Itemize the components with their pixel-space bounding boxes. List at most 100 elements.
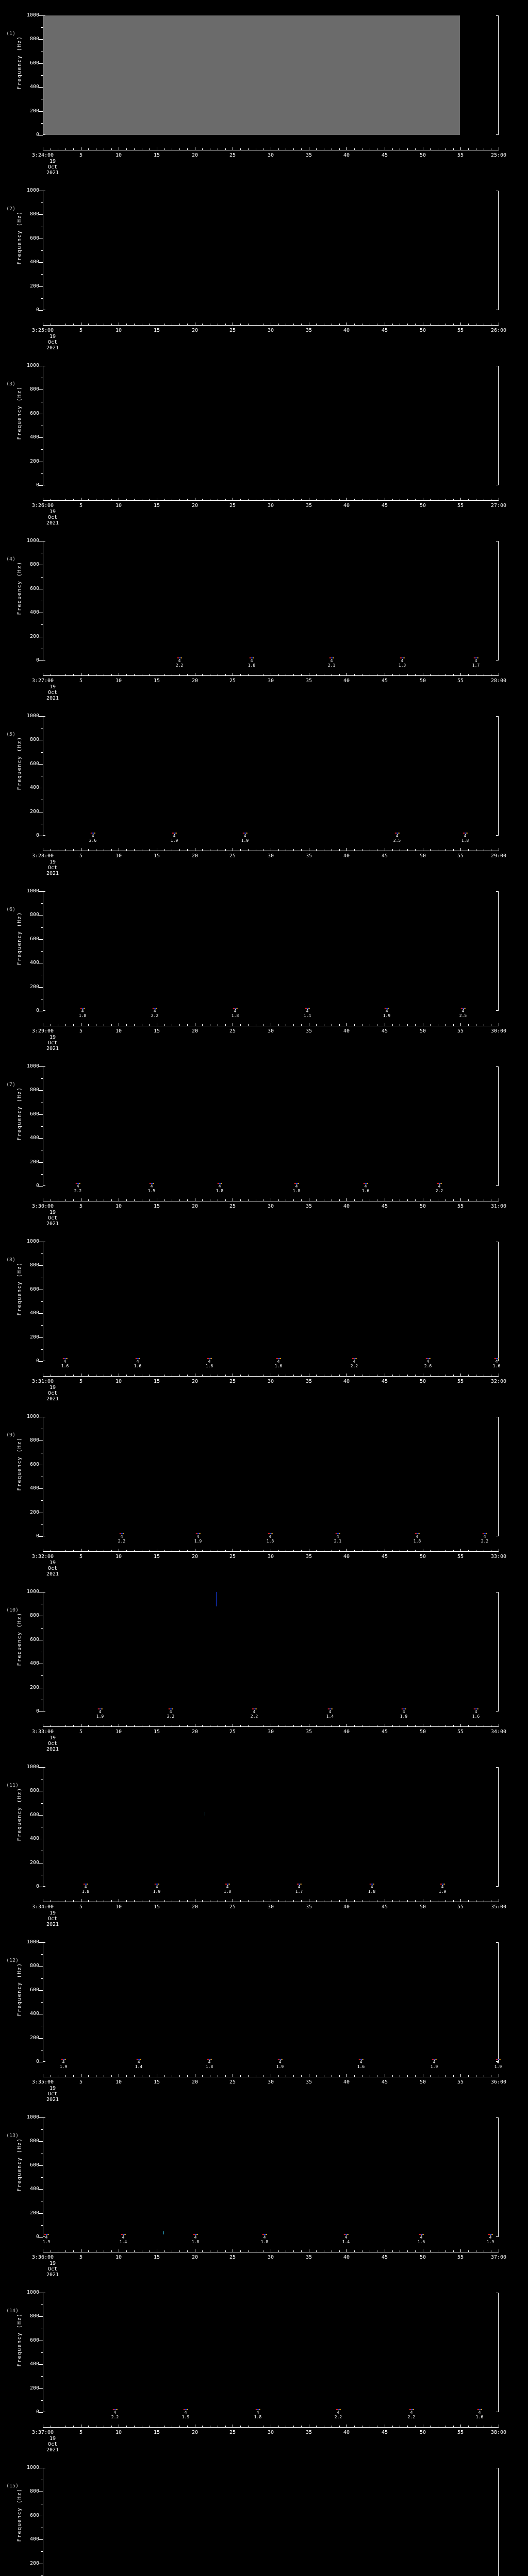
x-tick-minor bbox=[111, 1199, 112, 1201]
detection-marker: 4 1.9 bbox=[487, 2234, 494, 2244]
x-axis-tick-label: 50 bbox=[419, 1554, 426, 1560]
detection-marker: 4 1.9 bbox=[431, 2059, 438, 2069]
y-axis-title: Frequency (Hz) bbox=[16, 736, 23, 790]
y-tick-label-wrap: 0 bbox=[0, 658, 39, 663]
detection-marker: 4 2.2 bbox=[436, 1183, 443, 1193]
date-line: Oct bbox=[47, 515, 58, 520]
x-axis-tick-label: 30 bbox=[267, 152, 274, 158]
y-tick-label: 400 bbox=[29, 960, 39, 965]
detection-marker: 4 1.8 bbox=[216, 1183, 223, 1193]
x-tick-minor bbox=[240, 674, 241, 675]
y-tick-major bbox=[39, 1711, 43, 1712]
x-tick-minor bbox=[149, 1024, 150, 1026]
y-tick-label-wrap: 400 bbox=[0, 960, 39, 965]
detection-marker: 4 1.3 bbox=[399, 657, 406, 668]
detection-color-bar bbox=[207, 1358, 212, 1359]
x-tick-minor bbox=[278, 2426, 279, 2427]
detection-color-bar bbox=[352, 1358, 357, 1359]
x-tick-minor bbox=[164, 324, 165, 325]
x-tick-minor bbox=[126, 2426, 127, 2427]
spine-cap-top bbox=[43, 716, 45, 717]
date-line: 2021 bbox=[46, 345, 59, 351]
y-tick-label-wrap: 600 bbox=[0, 2338, 39, 2343]
x-tick-minor bbox=[339, 148, 340, 150]
detection-count-label: 4 bbox=[120, 1534, 123, 1539]
x-tick-minor bbox=[430, 674, 431, 675]
y-tick-label-wrap: 1000 bbox=[0, 889, 39, 894]
x-tick-minor bbox=[354, 849, 355, 851]
y-tick-label: 600 bbox=[29, 2337, 39, 2343]
y-tick-label: 400 bbox=[29, 84, 39, 90]
y-tick-major bbox=[39, 1488, 43, 1489]
x-tick-minor bbox=[149, 1900, 150, 1902]
detection-color-bar bbox=[440, 1884, 445, 1885]
x-tick-minor bbox=[339, 1199, 340, 1201]
x-axis-tick-label: 35 bbox=[305, 2079, 312, 2085]
y-tick-major bbox=[39, 2189, 43, 2190]
x-tick-minor bbox=[240, 148, 241, 150]
detection-value-label: 2.2 bbox=[167, 1714, 175, 1719]
y-tick-minor bbox=[41, 449, 43, 450]
x-tick-minor bbox=[392, 2250, 393, 2252]
detection-value-label: 1.8 bbox=[191, 2240, 200, 2244]
y-axis-spine-right bbox=[496, 1767, 499, 1887]
x-tick-minor bbox=[134, 499, 135, 500]
x-axis-start-label: 3:25:00 bbox=[31, 328, 54, 333]
detection-color-bar bbox=[335, 1533, 340, 1534]
y-tick-label-wrap: 400 bbox=[0, 2187, 39, 2192]
y-tick-label: 800 bbox=[29, 2313, 39, 2319]
y-tick-label-wrap: 400 bbox=[0, 1836, 39, 1841]
detection-color-bar bbox=[135, 1358, 140, 1359]
spine-cap-bottom bbox=[496, 2061, 499, 2062]
y-tick-label: 800 bbox=[29, 1437, 39, 1443]
y-tick-label-wrap: 0 bbox=[0, 1359, 39, 1364]
x-axis-tick-label: 55 bbox=[457, 1028, 464, 1034]
x-axis-tick-label: 55 bbox=[457, 503, 464, 509]
x-tick-minor bbox=[149, 1375, 150, 1376]
x-tick-minor bbox=[65, 674, 66, 675]
x-axis-tick-label: 25 bbox=[229, 1554, 236, 1560]
detection-count-label: 4 bbox=[416, 1534, 419, 1539]
y-tick-label: 1000 bbox=[26, 1414, 39, 1419]
detection-value-label: 1.9 bbox=[153, 1889, 161, 1894]
detection-value-label: 1.6 bbox=[274, 1364, 283, 1368]
y-tick-label-wrap: 0 bbox=[0, 1008, 39, 1013]
date-line: 19 bbox=[49, 684, 56, 690]
x-tick-minor bbox=[187, 2426, 188, 2427]
plot-area bbox=[43, 1592, 499, 1711]
x-tick-major bbox=[346, 1724, 347, 1726]
x-axis-tick-label: 45 bbox=[381, 1904, 388, 1910]
spine-cap-bottom bbox=[496, 835, 499, 836]
date-line: Oct bbox=[47, 2266, 58, 2272]
y-axis-spine-right bbox=[496, 2293, 499, 2412]
x-tick-minor bbox=[415, 1199, 416, 1201]
x-tick-minor bbox=[126, 849, 127, 851]
x-tick-minor bbox=[179, 1900, 180, 1902]
detection-value-label: 1.9 bbox=[486, 2240, 494, 2244]
x-axis-tick-label: 45 bbox=[381, 1729, 388, 1735]
detection-value-label: 2.2 bbox=[481, 1539, 489, 1544]
y-axis-spine-right bbox=[496, 191, 499, 310]
x-axis-tick-label: 50 bbox=[419, 1204, 426, 1209]
spine-cap-bottom bbox=[43, 1010, 45, 1011]
x-axis-tick-label: 30 bbox=[267, 1028, 274, 1034]
y-tick-label-wrap: 1000 bbox=[0, 1239, 39, 1244]
spine-cap-bottom bbox=[43, 2236, 45, 2237]
detection-color-bar bbox=[419, 2234, 424, 2235]
y-tick-major bbox=[39, 716, 43, 717]
x-axis-end-label: 30:00 bbox=[490, 1028, 507, 1034]
detection-value-label: 1.9 bbox=[430, 2064, 438, 2069]
x-tick-minor bbox=[316, 1550, 317, 1551]
detection-color-bar bbox=[242, 833, 248, 834]
x-tick-minor bbox=[111, 1024, 112, 1026]
x-tick-minor bbox=[468, 148, 469, 150]
detection-value-label: 1.8 bbox=[266, 1539, 274, 1544]
detection-color-bar bbox=[425, 1358, 431, 1359]
detection-marker: 4 1.8 bbox=[206, 2059, 213, 2069]
x-axis-tick-label: 10 bbox=[115, 678, 122, 684]
x-axis-tick-label: 20 bbox=[191, 853, 199, 859]
x-tick-minor bbox=[111, 2075, 112, 2077]
detection-color-bar bbox=[121, 2234, 126, 2235]
plot-area bbox=[43, 1767, 499, 1887]
date-line: 19 bbox=[49, 1560, 56, 1566]
